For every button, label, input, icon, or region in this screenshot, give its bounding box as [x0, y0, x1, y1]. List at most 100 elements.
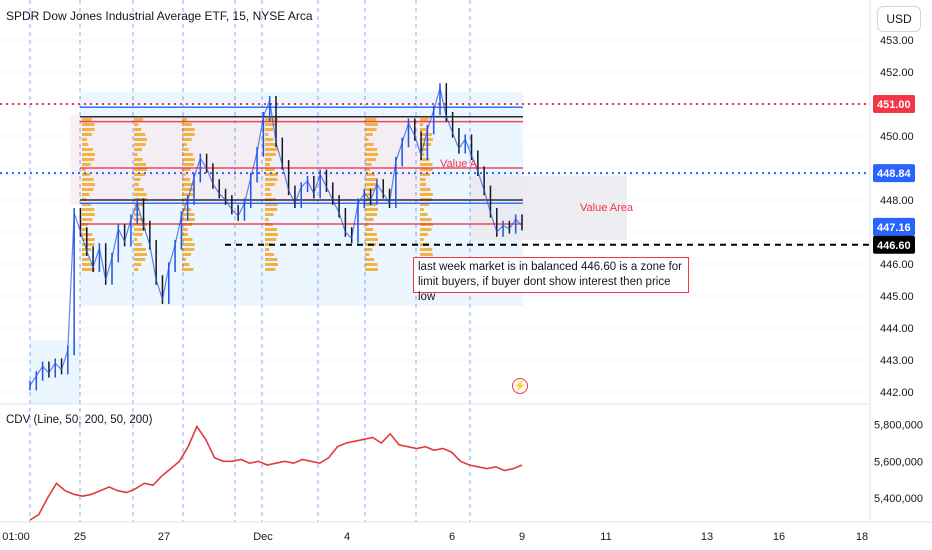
volume-profile-bar — [182, 158, 195, 161]
volume-profile-bar — [134, 203, 144, 206]
time-tick-label: 11 — [600, 531, 611, 543]
volume-profile-bar — [265, 138, 274, 141]
volume-profile-bar — [265, 233, 278, 236]
indicator-label[interactable]: CDV (Line, 50, 200, 50, 200) — [6, 414, 153, 426]
volume-profile-bar — [82, 163, 91, 166]
volume-profile-bar — [182, 258, 187, 261]
volume-profile-bar — [265, 158, 272, 161]
volume-profile-bar — [134, 263, 142, 266]
volume-profile-bar — [265, 193, 272, 196]
volume-profile-layer — [82, 118, 433, 271]
price-tick-label: 443.00 — [880, 355, 914, 367]
volume-profile-bar — [182, 118, 187, 121]
price-tick-label: 452.00 — [880, 67, 914, 79]
price-badge — [873, 217, 915, 236]
volume-profile-bar — [82, 258, 90, 261]
volume-profile-bar — [365, 258, 375, 261]
volume-profile-bar — [265, 168, 275, 171]
time-tick-label: 16 — [773, 531, 785, 543]
volume-profile-bar — [420, 123, 424, 126]
volume-profile-bar — [134, 253, 147, 256]
price-badge-text: 448.84 — [877, 168, 912, 180]
volume-profile-bar — [82, 268, 95, 271]
volume-profile-bar — [365, 148, 378, 151]
volume-profile-bar — [82, 213, 95, 216]
volume-profile-bar — [82, 118, 92, 121]
volume-profile-bar — [420, 118, 429, 121]
volume-profile-bar — [365, 168, 371, 171]
volume-profile-bar — [265, 208, 278, 211]
volume-profile-bar — [420, 183, 427, 186]
volume-profile-bar — [182, 148, 189, 151]
volume-profile-bar — [265, 213, 274, 216]
cdv-line — [29, 424, 523, 521]
volume-profile-bar — [182, 143, 187, 146]
volume-profile-bar — [82, 193, 90, 196]
volume-profile-bar — [134, 268, 139, 271]
price-series-layer — [29, 83, 523, 391]
time-tick-label: 25 — [74, 531, 86, 543]
volume-profile-bar — [82, 188, 94, 191]
volume-profile-bar — [265, 148, 278, 151]
volume-profile-bar — [420, 253, 433, 256]
volume-profile-bar — [182, 153, 193, 156]
session-lines-layer — [29, 0, 471, 522]
volume-profile-bar — [420, 173, 431, 176]
volume-profile-bar — [182, 193, 194, 196]
volume-profile-bar — [134, 178, 141, 181]
volume-profile-bar — [134, 163, 147, 166]
symbol-title[interactable]: SPDR Dow Jones Industrial Average ETF, 1… — [6, 9, 313, 23]
volume-profile-bar — [134, 218, 145, 221]
horizontal-lines-layer — [0, 103, 870, 246]
price-tick-label: 445.00 — [880, 291, 914, 303]
volume-profile-bar — [365, 213, 378, 216]
time-tick-label: Dec — [253, 531, 273, 543]
volume-profile-bar — [265, 123, 277, 126]
time-tick-label: 13 — [701, 531, 713, 543]
volume-profile-bar — [365, 193, 370, 196]
volume-profile-bar — [365, 263, 378, 266]
volume-profile-bar — [82, 263, 94, 266]
volume-profile-bar — [265, 228, 277, 231]
volume-profile-bar — [265, 258, 278, 261]
volume-profile-bar — [265, 173, 278, 176]
volume-profile-bar — [182, 208, 192, 211]
volume-profile-bar — [82, 243, 95, 246]
volume-profile-bar — [265, 153, 276, 156]
volume-profile-bar — [82, 128, 95, 131]
volume-profile-bar — [365, 133, 373, 136]
volume-profile-bar — [420, 228, 432, 231]
volume-profile-bar — [82, 238, 95, 241]
currency-button[interactable]: USD — [877, 6, 921, 32]
volume-profile-bar — [265, 218, 269, 221]
volume-profile-bar — [134, 118, 144, 121]
volume-profile-bar — [420, 178, 426, 181]
volume-profile-bar — [82, 148, 93, 151]
volume-profile-bar — [134, 153, 138, 156]
lightning-icon[interactable]: ⚡ — [512, 378, 528, 394]
volume-profile-bar — [365, 123, 378, 126]
volume-profile-bar — [134, 248, 146, 251]
volume-profile-bar — [420, 143, 432, 146]
volume-profile-bar — [265, 203, 278, 206]
time-tick-label: 01:00 — [2, 531, 30, 543]
volume-profile-bar — [365, 208, 378, 211]
note-annotation[interactable]: last week market is in balanced 446.60 i… — [413, 257, 689, 303]
volume-profile-bar — [265, 143, 278, 146]
volume-profile-bar — [420, 163, 433, 166]
volume-profile-bar — [134, 173, 145, 176]
value-area-overlap-label: Value A — [440, 158, 478, 170]
time-tick-label: 27 — [158, 531, 170, 543]
volume-profile-bar — [420, 218, 432, 221]
volume-profile-bar — [265, 248, 270, 251]
volume-profile-bar — [182, 253, 192, 256]
volume-profile-bar — [82, 208, 95, 211]
volume-profile-bar — [182, 133, 195, 136]
volume-profile-bar — [365, 183, 378, 186]
volume-profile-bar — [134, 158, 143, 161]
price-tick-label: 450.00 — [880, 131, 914, 143]
cdv-series-layer — [29, 424, 523, 521]
cdv-tick-label: 5,600,000 — [874, 456, 923, 468]
volume-profile-bar — [82, 183, 95, 186]
